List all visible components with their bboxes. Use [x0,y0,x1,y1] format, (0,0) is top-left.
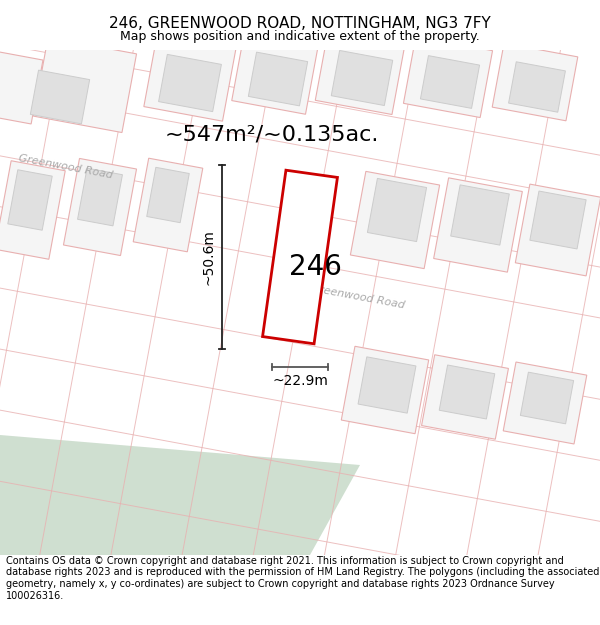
Polygon shape [232,32,318,114]
Polygon shape [331,51,393,106]
Polygon shape [515,184,600,276]
Text: 246: 246 [289,253,341,281]
Text: Greenwood Road: Greenwood Road [18,153,114,181]
Polygon shape [421,56,479,108]
Text: ~22.9m: ~22.9m [272,374,328,388]
Polygon shape [263,170,337,344]
Polygon shape [0,161,65,259]
Polygon shape [367,178,427,242]
Text: Map shows position and indicative extent of the property.: Map shows position and indicative extent… [120,30,480,43]
Polygon shape [422,355,508,439]
Polygon shape [403,36,493,118]
Polygon shape [248,52,308,106]
Polygon shape [34,38,137,132]
Polygon shape [315,31,405,114]
Polygon shape [530,191,586,249]
Text: Greenwood Road: Greenwood Road [310,283,406,311]
Polygon shape [520,372,574,424]
Text: ~547m²/~0.135ac.: ~547m²/~0.135ac. [165,125,379,145]
Polygon shape [358,357,416,413]
Polygon shape [133,158,203,252]
Polygon shape [503,362,587,444]
Text: 246, GREENWOOD ROAD, NOTTINGHAM, NG3 7FY: 246, GREENWOOD ROAD, NOTTINGHAM, NG3 7FY [109,16,491,31]
Polygon shape [31,70,89,124]
Polygon shape [158,54,221,112]
Polygon shape [64,159,137,256]
Polygon shape [341,346,429,434]
Polygon shape [439,365,495,419]
Text: ~50.6m: ~50.6m [202,229,216,285]
Polygon shape [509,62,565,112]
Text: Contains OS data © Crown copyright and database right 2021. This information is : Contains OS data © Crown copyright and d… [6,556,599,601]
Polygon shape [144,33,236,121]
Polygon shape [77,168,122,226]
Polygon shape [492,43,578,121]
Polygon shape [451,185,509,245]
Polygon shape [0,50,43,124]
Polygon shape [0,435,360,555]
Polygon shape [8,170,52,230]
Polygon shape [147,168,189,222]
Polygon shape [350,171,440,269]
Polygon shape [434,178,523,272]
